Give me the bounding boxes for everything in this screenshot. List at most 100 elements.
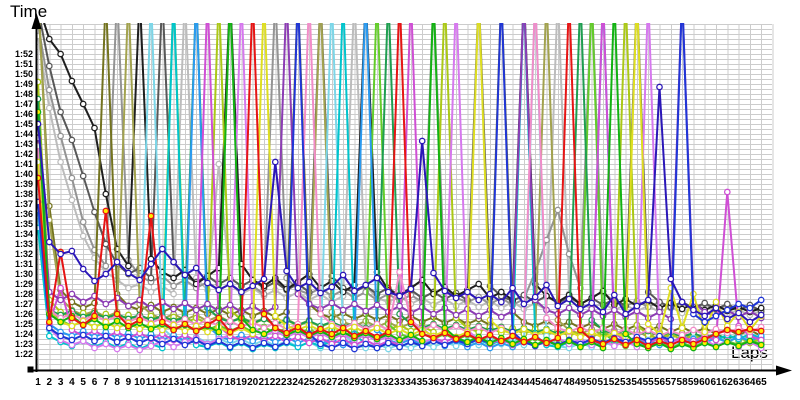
data-point-marker <box>588 305 596 313</box>
data-point-marker <box>599 308 607 316</box>
x-tick-label: 3 <box>58 377 64 388</box>
data-point-marker <box>678 298 686 306</box>
data-point-marker <box>678 305 686 313</box>
x-tick-label: 48 <box>564 377 576 388</box>
data-point-marker <box>656 308 663 316</box>
data-point-marker <box>57 332 64 340</box>
data-point-marker <box>373 333 381 341</box>
data-point-marker <box>45 318 53 326</box>
data-point-marker <box>543 339 550 347</box>
data-point-marker <box>475 280 483 288</box>
x-tick-label: 20 <box>247 377 259 388</box>
y-tick-label: 1:36 <box>15 209 33 219</box>
data-point-marker <box>430 334 437 342</box>
data-point-marker <box>712 336 720 344</box>
x-tick-label: 13 <box>168 377 180 388</box>
data-point-marker <box>622 310 629 318</box>
data-point-marker <box>633 302 641 310</box>
data-point-marker <box>678 336 686 344</box>
data-point-marker <box>57 50 64 58</box>
data-point-marker <box>723 306 731 314</box>
x-tick-label: 21 <box>258 377 270 388</box>
y-tick-label: 1:24 <box>15 329 33 339</box>
data-point-marker <box>283 329 290 337</box>
data-point-marker <box>68 322 76 330</box>
data-point-marker <box>260 330 268 338</box>
data-point-marker <box>305 331 313 339</box>
x-tick-label: 51 <box>597 377 609 388</box>
data-point-marker <box>475 323 483 331</box>
y-tick-label: 1:27 <box>15 299 33 309</box>
data-point-marker <box>373 301 381 309</box>
data-point-marker <box>509 284 516 292</box>
data-point-marker <box>147 304 155 312</box>
x-tick-label: 26 <box>315 377 327 388</box>
data-point-marker <box>396 292 403 300</box>
data-point-marker <box>102 323 110 331</box>
x-tick-label: 45 <box>530 377 542 388</box>
data-point-marker <box>452 311 460 319</box>
data-point-marker <box>192 306 200 314</box>
data-point-marker <box>735 309 742 317</box>
x-tick-label: 22 <box>270 377 282 388</box>
data-point-marker <box>136 276 144 284</box>
data-point-marker <box>102 300 110 308</box>
data-point-marker <box>102 270 110 278</box>
data-point-marker <box>317 289 324 297</box>
y-tick-label: 1:37 <box>15 199 33 209</box>
data-point-marker <box>441 287 449 295</box>
data-point-marker <box>91 277 98 285</box>
data-point-marker <box>362 307 370 315</box>
data-point-marker <box>204 300 211 308</box>
data-point-marker <box>91 337 98 345</box>
x-tick-label: 56 <box>654 377 666 388</box>
data-point-marker <box>158 318 166 326</box>
data-point-marker <box>238 322 245 330</box>
x-tick-label: 28 <box>338 377 350 388</box>
data-point-marker <box>328 322 336 330</box>
data-point-marker <box>543 326 550 334</box>
data-point-marker <box>464 330 471 338</box>
data-point-marker <box>610 291 618 299</box>
data-point-marker <box>91 312 98 320</box>
data-point-marker <box>170 335 177 343</box>
data-point-marker <box>610 342 618 350</box>
data-point-marker <box>158 326 166 334</box>
data-point-marker <box>452 294 460 302</box>
x-tick-label: 11 <box>146 377 157 388</box>
data-point-marker <box>147 325 155 333</box>
x-tick-label: 59 <box>688 377 700 388</box>
data-point-marker <box>328 299 336 307</box>
data-point-marker <box>475 312 483 320</box>
data-point-marker <box>610 306 618 314</box>
data-point-marker <box>622 330 629 338</box>
data-point-marker <box>407 344 415 352</box>
data-point-marker <box>475 303 483 311</box>
data-point-marker <box>520 325 528 333</box>
data-point-marker <box>418 137 426 145</box>
data-point-marker <box>531 341 539 349</box>
data-point-marker <box>79 298 87 306</box>
y-tick-label: 1:45 <box>15 119 33 129</box>
data-point-marker <box>757 304 765 312</box>
x-tick-label: 16 <box>202 377 214 388</box>
x-tick-label: 8 <box>114 377 120 388</box>
data-point-marker <box>430 310 437 318</box>
x-tick-label: 4 <box>69 377 75 388</box>
data-point-marker <box>45 104 53 112</box>
data-point-marker <box>45 324 53 332</box>
data-point-marker <box>712 298 720 306</box>
series-plot-area <box>36 23 765 354</box>
data-point-marker <box>249 282 257 290</box>
data-point-marker <box>249 337 257 345</box>
data-point-marker <box>588 336 596 344</box>
x-tick-label: 27 <box>326 377 338 388</box>
x-tick-label: 17 <box>213 377 225 388</box>
data-point-marker <box>79 100 87 108</box>
data-point-marker <box>351 287 358 295</box>
data-point-marker <box>125 284 132 292</box>
data-point-marker <box>384 345 392 353</box>
y-tick-label: 1:23 <box>15 339 33 349</box>
x-tick-label: 34 <box>405 377 417 388</box>
